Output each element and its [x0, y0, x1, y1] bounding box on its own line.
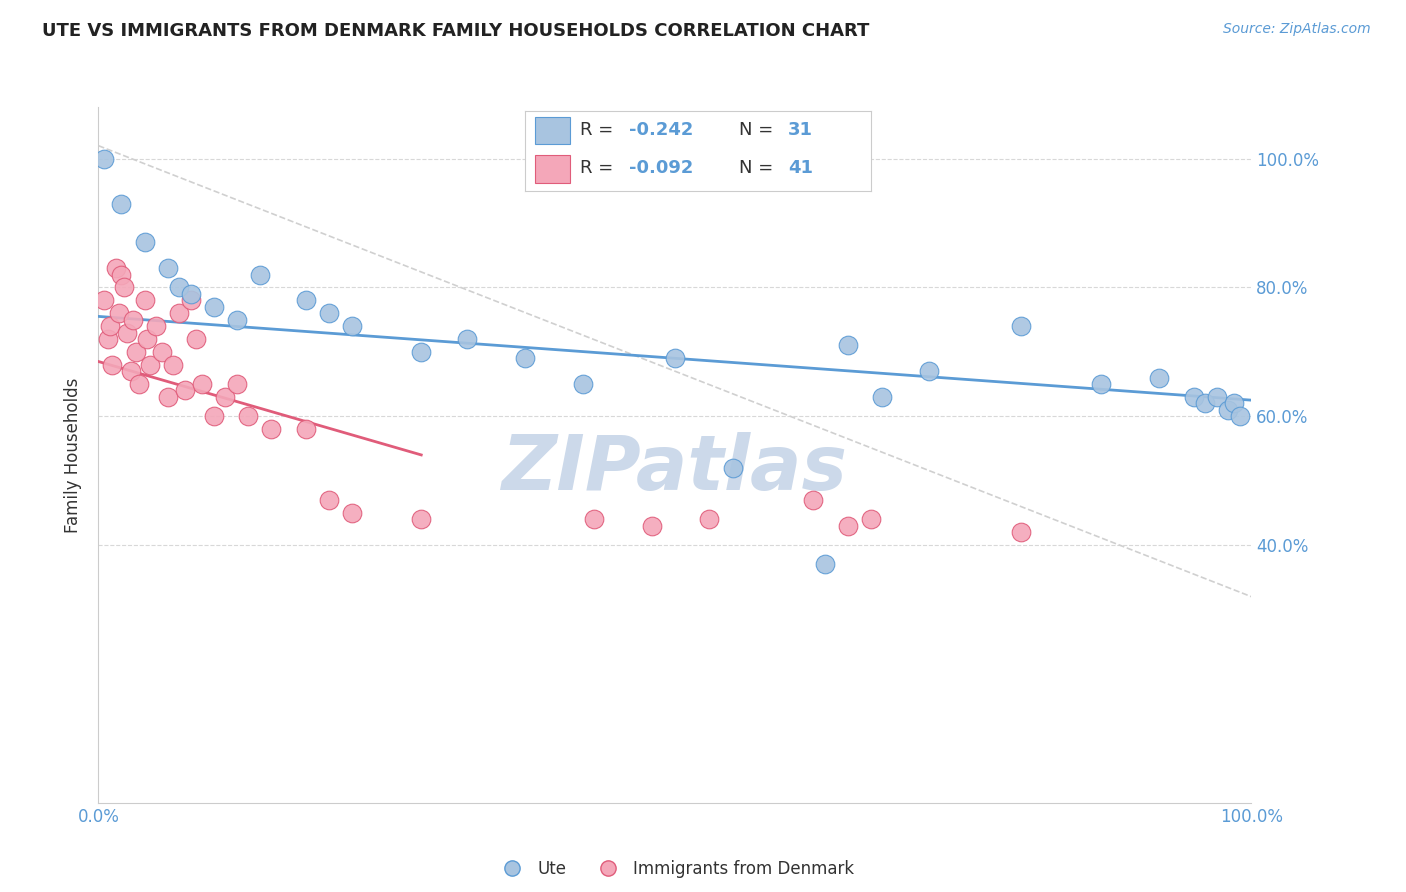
- Point: [721, 460, 744, 475]
- Point: [180, 286, 202, 301]
- Point: [93, 152, 115, 166]
- Point: [1218, 402, 1240, 417]
- Point: [295, 293, 318, 308]
- Point: [238, 409, 260, 424]
- Point: [583, 512, 606, 526]
- Point: [513, 351, 536, 366]
- Point: [117, 326, 139, 340]
- Text: UTE VS IMMIGRANTS FROM DENMARK FAMILY HOUSEHOLDS CORRELATION CHART: UTE VS IMMIGRANTS FROM DENMARK FAMILY HO…: [42, 22, 869, 40]
- Point: [93, 293, 115, 308]
- Point: [318, 493, 340, 508]
- Point: [145, 319, 167, 334]
- Point: [110, 196, 132, 211]
- Point: [104, 261, 127, 276]
- Point: [917, 364, 939, 378]
- Point: [134, 293, 156, 308]
- Point: [1182, 390, 1205, 404]
- Legend: Ute, Immigrants from Denmark: Ute, Immigrants from Denmark: [489, 854, 860, 885]
- Point: [202, 300, 225, 314]
- Point: [202, 409, 225, 424]
- Point: [125, 344, 148, 359]
- Point: [295, 422, 318, 436]
- Text: Source: ZipAtlas.com: Source: ZipAtlas.com: [1223, 22, 1371, 37]
- Point: [1010, 319, 1032, 334]
- Point: [186, 332, 208, 346]
- Y-axis label: Family Households: Family Households: [65, 377, 83, 533]
- Point: [128, 377, 150, 392]
- Point: [156, 390, 179, 404]
- Point: [456, 332, 478, 346]
- Point: [571, 377, 593, 392]
- Point: [801, 493, 824, 508]
- Point: [340, 506, 363, 520]
- Point: [340, 319, 363, 334]
- Point: [318, 306, 340, 320]
- Point: [122, 312, 145, 326]
- Point: [120, 364, 142, 378]
- Point: [214, 390, 236, 404]
- Point: [872, 390, 894, 404]
- Point: [225, 312, 247, 326]
- Point: [112, 280, 135, 294]
- Point: [699, 512, 721, 526]
- Point: [837, 518, 859, 533]
- Point: [98, 319, 121, 334]
- Point: [1010, 525, 1032, 540]
- Point: [837, 338, 859, 352]
- Point: [260, 422, 283, 436]
- Text: ZIPatlas: ZIPatlas: [502, 432, 848, 506]
- Point: [1147, 370, 1170, 384]
- Point: [108, 306, 131, 320]
- Point: [167, 306, 190, 320]
- Point: [135, 332, 157, 346]
- Point: [1229, 409, 1251, 424]
- Point: [411, 344, 433, 359]
- Point: [641, 518, 664, 533]
- Point: [1223, 396, 1246, 410]
- Point: [139, 358, 162, 372]
- Point: [191, 377, 214, 392]
- Point: [225, 377, 247, 392]
- Point: [664, 351, 686, 366]
- Point: [1205, 390, 1227, 404]
- Point: [156, 261, 179, 276]
- Point: [167, 280, 190, 294]
- Point: [101, 358, 124, 372]
- Point: [249, 268, 271, 282]
- Point: [150, 344, 173, 359]
- Point: [97, 332, 120, 346]
- Point: [162, 358, 184, 372]
- Point: [814, 558, 837, 572]
- Point: [134, 235, 156, 250]
- Point: [859, 512, 882, 526]
- Point: [1090, 377, 1112, 392]
- Point: [180, 293, 202, 308]
- Point: [1194, 396, 1216, 410]
- Point: [110, 268, 132, 282]
- Point: [411, 512, 433, 526]
- Point: [174, 384, 197, 398]
